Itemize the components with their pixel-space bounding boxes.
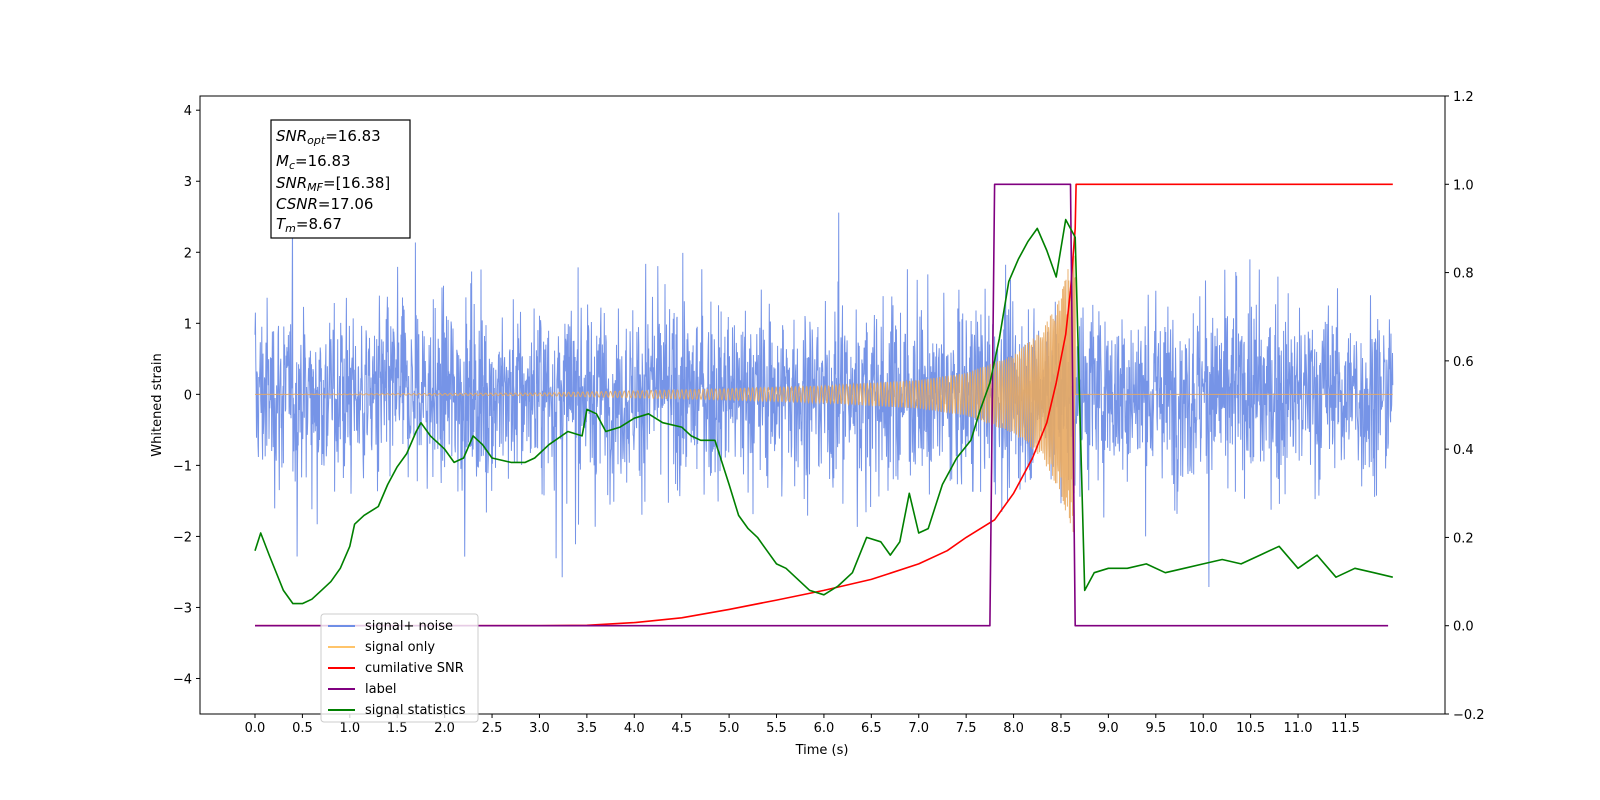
legend-label: label xyxy=(365,682,396,697)
x-tick-label: 0.5 xyxy=(292,721,313,736)
plot-frame xyxy=(199,95,1446,715)
x-tick-label: 9.0 xyxy=(1098,721,1119,736)
y2-tick-label: −0.2 xyxy=(1453,708,1485,723)
y2-tick-label: 0.6 xyxy=(1453,355,1474,370)
x-tick-label: 6.5 xyxy=(861,721,882,736)
series-label xyxy=(255,183,1389,627)
x-tick-label: 7.5 xyxy=(956,721,977,736)
x-tick-label: 3.5 xyxy=(577,721,598,736)
x-tick-label: 8.5 xyxy=(1051,721,1072,736)
y2-tick-label: 0.8 xyxy=(1453,267,1474,282)
annotation-tm: Tm=8.67 xyxy=(276,215,342,235)
y-tick-label: −2 xyxy=(173,530,192,545)
series-signal-noise xyxy=(254,212,1394,588)
series-signal-only xyxy=(255,255,1393,533)
legend-entry-signal-statistics: signal statistics xyxy=(328,703,466,718)
x-tick-label: 5.5 xyxy=(766,721,787,736)
legend-label: cumilative SNR xyxy=(365,661,464,676)
x-tick-label: 6.0 xyxy=(814,721,835,736)
y-axis-label: Whitened strain xyxy=(150,353,165,456)
y-tick-label: 0 xyxy=(184,388,192,403)
x-tick-label: 1.0 xyxy=(339,721,360,736)
x-tick-label: 11.0 xyxy=(1284,721,1313,736)
x-axis: 0.0 0.5 1.0 1.5 2.0 2.5 3.0 3.5 4.0 4.5 5.0 5.5 6.0 6… xyxy=(245,714,1360,736)
annotation-snr-mf: SNRMF=[16.38] xyxy=(276,174,390,194)
y-tick-label: 3 xyxy=(184,175,192,190)
x-tick-label: 1.5 xyxy=(387,721,408,736)
x-tick-label: 0.0 xyxy=(245,721,266,736)
annotation-box: SNRopt=16.83 Mc=16.83 SNRMF=[16.38] CSNR… xyxy=(270,119,411,239)
y-axis-left: 4 3 2 1 0 −1 −2 −3 −4 xyxy=(173,104,200,687)
series-signal-statistics xyxy=(254,218,1393,605)
y2-tick-label: 1.2 xyxy=(1453,90,1474,105)
x-tick-label: 2.0 xyxy=(434,721,455,736)
x-tick-label: 4.5 xyxy=(671,721,692,736)
annotation-snr-opt: SNRopt=16.83 xyxy=(276,127,381,147)
x-tick-label: 5.0 xyxy=(719,721,740,736)
legend-entry-label: label xyxy=(328,682,396,697)
x-tick-label: 10.0 xyxy=(1189,721,1218,736)
y-tick-label: 1 xyxy=(184,317,192,332)
x-tick-label: 11.5 xyxy=(1331,721,1360,736)
legend-label: signal statistics xyxy=(365,703,466,718)
x-axis-label: Time (s) xyxy=(795,743,849,758)
y2-tick-label: 1.0 xyxy=(1453,178,1474,193)
x-tick-label: 7.0 xyxy=(908,721,929,736)
legend-entry-signal-noise: signal+ noise xyxy=(328,619,453,634)
legend: signal+ noise signal only cumilative SNR… xyxy=(320,613,479,723)
y-axis-right: 1.2 1.0 0.8 0.6 0.4 0.2 0.0 −0.2 xyxy=(1445,90,1485,723)
legend-entry-signal-only: signal only xyxy=(328,640,435,655)
x-tick-label: 10.5 xyxy=(1236,721,1265,736)
y-tick-label: 4 xyxy=(184,104,192,119)
y2-tick-label: 0.2 xyxy=(1453,531,1474,546)
legend-label: signal+ noise xyxy=(365,619,453,634)
series-layer xyxy=(254,183,1394,627)
legend-entry-cumulative-snr: cumilative SNR xyxy=(328,661,464,676)
annotation-mc: Mc=16.83 xyxy=(276,152,351,172)
x-tick-label: 3.0 xyxy=(529,721,550,736)
series-cumilative-snr xyxy=(255,183,1393,627)
x-tick-label: 2.5 xyxy=(482,721,503,736)
x-tick-label: 9.5 xyxy=(1145,721,1166,736)
y-tick-label: −3 xyxy=(173,601,192,616)
y-tick-label: 2 xyxy=(184,246,192,261)
y-tick-label: −4 xyxy=(173,672,192,687)
y2-tick-label: 0.0 xyxy=(1453,620,1474,635)
legend-label: signal only xyxy=(365,640,435,655)
y-tick-label: −1 xyxy=(173,459,192,474)
y2-tick-label: 0.4 xyxy=(1453,443,1474,458)
x-tick-label: 8.0 xyxy=(1003,721,1024,736)
annotation-csnr: CSNR=17.06 xyxy=(276,195,373,213)
x-tick-label: 4.0 xyxy=(624,721,645,736)
